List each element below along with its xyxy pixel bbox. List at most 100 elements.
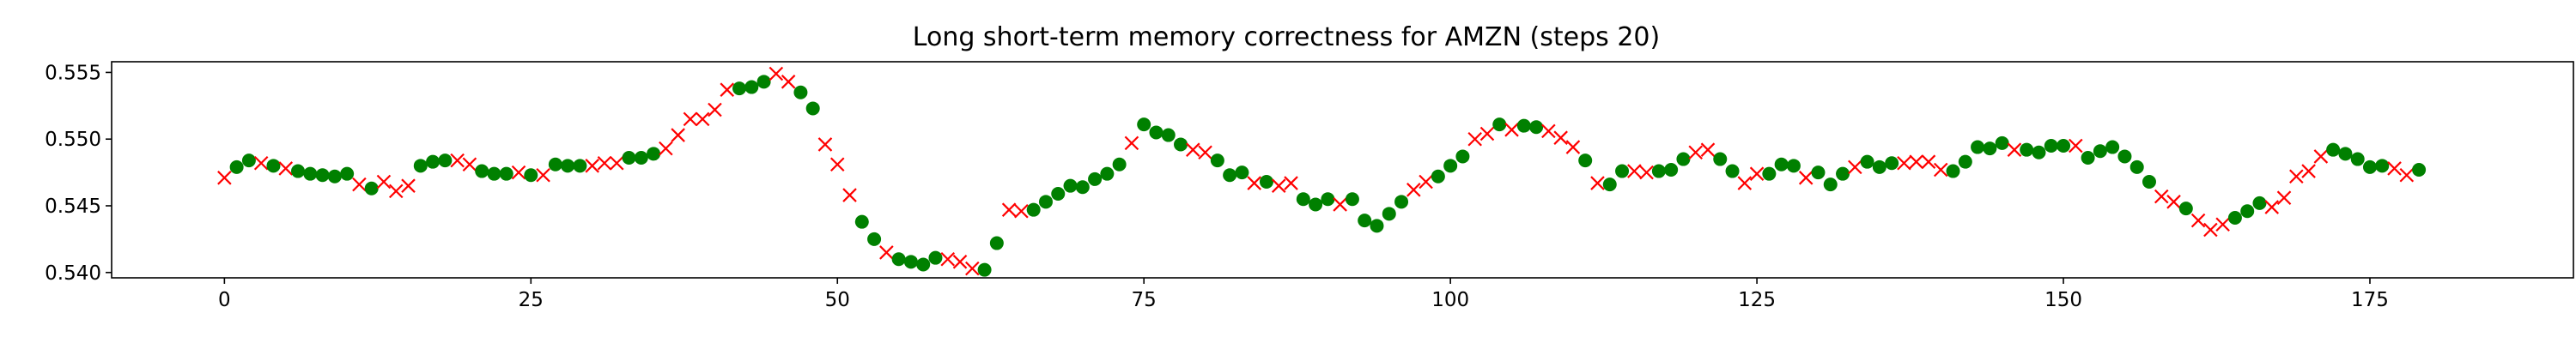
incorrect-point bbox=[720, 82, 735, 97]
incorrect-point bbox=[2007, 142, 2022, 157]
incorrect-point bbox=[2069, 138, 2083, 153]
correct-point bbox=[1786, 159, 1801, 173]
incorrect-point bbox=[1639, 165, 1654, 180]
correct-point bbox=[2252, 196, 2267, 210]
incorrect-point bbox=[1198, 145, 1212, 160]
plot-markers bbox=[217, 66, 2427, 277]
incorrect-point bbox=[1247, 176, 1261, 190]
correct-point bbox=[916, 257, 931, 272]
incorrect-point bbox=[585, 159, 599, 173]
correct-point bbox=[573, 159, 587, 173]
correct-point bbox=[2375, 159, 2390, 173]
correct-point bbox=[1051, 187, 1066, 201]
incorrect-point bbox=[376, 174, 392, 190]
incorrect-point bbox=[1504, 123, 1519, 137]
incorrect-point bbox=[1124, 135, 1139, 151]
incorrect-point bbox=[842, 188, 857, 202]
incorrect-point bbox=[1406, 183, 1421, 197]
incorrect-point bbox=[1541, 123, 1556, 139]
correct-point bbox=[2227, 211, 2242, 225]
correct-point bbox=[891, 252, 906, 267]
incorrect-point bbox=[1848, 159, 1862, 175]
correct-point bbox=[241, 153, 256, 168]
incorrect-point bbox=[879, 245, 894, 260]
correct-point bbox=[2057, 139, 2071, 153]
incorrect-point bbox=[1565, 140, 1581, 154]
correct-point bbox=[1443, 159, 1458, 173]
incorrect-point bbox=[1737, 176, 1753, 190]
correct-point bbox=[1174, 137, 1188, 152]
incorrect-point bbox=[536, 167, 550, 183]
correct-point bbox=[1296, 192, 1310, 207]
incorrect-point bbox=[769, 66, 784, 81]
correct-point bbox=[1149, 125, 1163, 140]
correct-point bbox=[1602, 178, 1617, 192]
incorrect-point bbox=[829, 157, 845, 172]
incorrect-point bbox=[2264, 200, 2280, 214]
correct-point bbox=[989, 236, 1004, 250]
chart-title: Long short-term memory correctness for A… bbox=[913, 22, 1660, 52]
correct-point bbox=[1492, 117, 1507, 132]
correct-point bbox=[2178, 202, 2193, 216]
correct-point bbox=[1725, 164, 1740, 178]
incorrect-point bbox=[1688, 145, 1703, 160]
correct-point bbox=[291, 164, 306, 178]
correct-point bbox=[1075, 180, 1090, 195]
y-tick-label: 0.545 bbox=[45, 196, 101, 218]
incorrect-point bbox=[817, 137, 833, 152]
correct-point bbox=[340, 166, 355, 181]
correct-point bbox=[1516, 118, 1531, 133]
correct-point bbox=[1112, 157, 1127, 172]
correct-point bbox=[1137, 117, 1151, 132]
correct-point bbox=[793, 85, 808, 99]
incorrect-point bbox=[278, 161, 294, 176]
correct-point bbox=[413, 159, 428, 173]
correct-point bbox=[622, 151, 636, 165]
incorrect-point bbox=[2215, 217, 2230, 232]
incorrect-point bbox=[597, 155, 612, 171]
correct-point bbox=[1615, 164, 1630, 178]
incorrect-point bbox=[965, 261, 980, 276]
incorrect-point bbox=[1921, 154, 1936, 169]
incorrect-point bbox=[511, 165, 526, 180]
correct-point bbox=[1651, 164, 1666, 178]
incorrect-point bbox=[1700, 142, 1716, 157]
correct-point bbox=[229, 159, 244, 174]
correct-point bbox=[854, 214, 869, 229]
correct-point bbox=[1431, 169, 1445, 184]
correct-point bbox=[1860, 154, 1874, 169]
correct-point bbox=[1885, 156, 1899, 171]
correct-point bbox=[2362, 159, 2377, 174]
x-axis: 0 25 50 75 100 125 150 175 bbox=[218, 278, 2389, 311]
incorrect-point bbox=[1749, 166, 1765, 181]
correct-point bbox=[364, 181, 379, 196]
correct-point bbox=[426, 154, 440, 169]
incorrect-point bbox=[609, 155, 624, 171]
incorrect-point bbox=[1014, 203, 1029, 219]
incorrect-point bbox=[2289, 169, 2304, 184]
correct-point bbox=[1370, 219, 1384, 233]
correct-point bbox=[1713, 152, 1728, 166]
incorrect-point bbox=[683, 111, 698, 127]
correct-point bbox=[1946, 164, 1960, 178]
correct-point bbox=[1455, 149, 1470, 164]
correct-point bbox=[1578, 153, 1593, 168]
correct-point bbox=[1063, 178, 1078, 193]
correct-point bbox=[1223, 168, 1237, 183]
correct-point bbox=[487, 166, 501, 181]
correct-point bbox=[2129, 159, 2144, 174]
correct-point bbox=[977, 262, 992, 277]
incorrect-point bbox=[1627, 164, 1642, 178]
correct-point bbox=[2117, 149, 2132, 164]
incorrect-point bbox=[1333, 197, 1347, 212]
incorrect-point bbox=[2203, 222, 2218, 238]
correct-point bbox=[1088, 172, 1103, 186]
correct-point bbox=[1836, 166, 1850, 181]
y-axis: 0.540 0.545 0.550 0.555 bbox=[45, 62, 112, 285]
correct-point bbox=[266, 159, 281, 173]
incorrect-point bbox=[462, 157, 477, 172]
incorrect-point bbox=[952, 255, 968, 269]
incorrect-point bbox=[352, 177, 367, 192]
correct-point bbox=[315, 168, 330, 183]
